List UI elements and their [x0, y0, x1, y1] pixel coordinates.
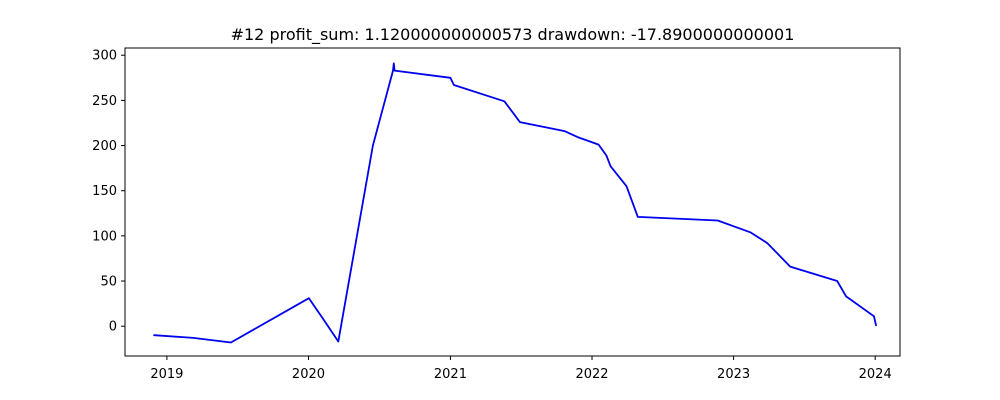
y-tick-label: 0 — [109, 320, 117, 335]
y-tick-label: 100 — [92, 229, 117, 244]
y-tick-label: 200 — [92, 139, 117, 154]
y-tick-label: 150 — [92, 184, 117, 199]
x-tick-label: 2022 — [575, 367, 608, 382]
series-line — [153, 62, 877, 344]
plot-area — [124, 47, 901, 357]
x-tick-label: 2021 — [434, 367, 467, 382]
y-tick-label: 50 — [100, 275, 117, 290]
x-tick-label: 2023 — [717, 367, 750, 382]
plot-frame — [124, 47, 901, 357]
chart-title: #12 profit_sum: 1.120000000000573 drawdo… — [231, 25, 795, 45]
x-tick-label: 2024 — [859, 367, 892, 382]
y-tick-label: 300 — [92, 49, 117, 64]
y-axis: 0 50 100 150 200 250 300 — [92, 49, 125, 335]
x-tick-label: 2019 — [150, 367, 183, 382]
y-tick-label: 250 — [92, 94, 117, 109]
series-layer — [153, 62, 877, 344]
x-tick-label: 2020 — [292, 367, 325, 382]
x-axis: 2019 2020 2021 2022 2023 2024 — [150, 356, 892, 382]
